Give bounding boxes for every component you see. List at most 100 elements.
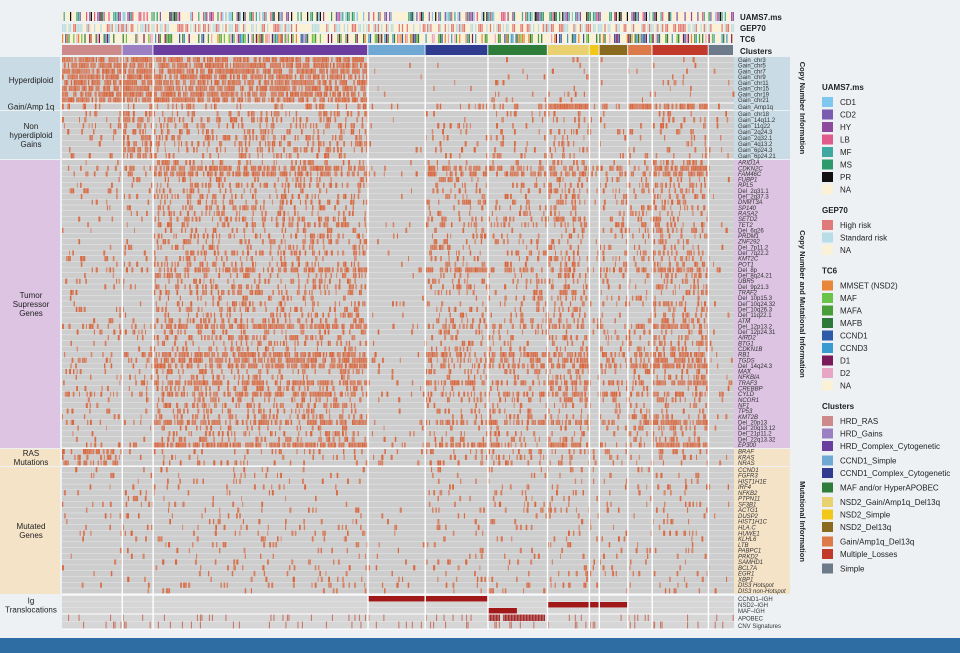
heat-event: [538, 103, 541, 110]
heat-event: [345, 123, 347, 129]
heat-event: [526, 199, 528, 205]
heat-event: [183, 216, 186, 222]
heat-event: [676, 193, 678, 200]
heat-event: [299, 57, 302, 63]
heat-event: [216, 68, 219, 74]
heat-event: [115, 57, 117, 63]
heat-event: [88, 91, 90, 97]
heat-event: [145, 256, 148, 262]
heat-event: [560, 222, 563, 228]
heat-event: [510, 165, 512, 171]
heat-event: [144, 97, 147, 103]
heat-event: [668, 233, 671, 239]
track-tick: [665, 24, 667, 32]
heat-event: [165, 256, 168, 262]
heat-event: [271, 141, 274, 147]
track-tick: [430, 24, 432, 32]
heat-event: [587, 123, 590, 129]
heat-event: [285, 227, 287, 234]
heat-event: [209, 153, 212, 159]
heat-event: [317, 91, 319, 97]
heat-event: [551, 171, 553, 177]
heat-event: [329, 85, 333, 92]
heat-event: [636, 68, 638, 74]
heat-row: [62, 62, 734, 69]
heat-event: [435, 227, 437, 234]
heat-event: [224, 216, 226, 222]
heat-event: [132, 176, 135, 183]
heat-event: [227, 165, 229, 171]
heat-event: [265, 141, 267, 147]
heat-event: [185, 141, 188, 147]
heat-event: [645, 182, 647, 188]
heat-event: [154, 85, 157, 92]
heat-event: [644, 250, 647, 256]
heat-event: [531, 111, 533, 117]
heat-event: [537, 239, 539, 245]
track-tick: [345, 34, 347, 43]
heat-event: [628, 160, 630, 166]
heat-event: [700, 171, 703, 177]
track-tick: [158, 34, 160, 43]
heat-event: [129, 62, 131, 69]
heat-event: [469, 171, 472, 177]
heat-event: [706, 216, 709, 222]
heat-event: [71, 62, 74, 69]
heat-event: [204, 289, 206, 296]
heat-event: [120, 80, 123, 86]
heat-event: [216, 85, 219, 92]
heat-event: [681, 278, 684, 284]
heat-event: [273, 141, 276, 147]
heat-event: [157, 205, 160, 211]
track-tick: [678, 24, 680, 32]
heat-event: [563, 141, 565, 147]
heat-event: [692, 129, 694, 135]
track-tick: [259, 34, 261, 43]
heat-event: [161, 62, 164, 69]
heat-event: [141, 117, 143, 123]
track-tick: [379, 34, 381, 43]
heat-event: [699, 103, 701, 110]
heat-event: [290, 278, 293, 284]
heat-event: [190, 85, 192, 92]
heat-event: [318, 278, 321, 284]
heat-event: [189, 74, 192, 80]
heat-event: [141, 80, 144, 86]
heat-event: [685, 256, 688, 262]
heat-event: [168, 210, 171, 217]
heat-event: [506, 57, 508, 63]
heat-event: [284, 239, 286, 245]
heat-event: [513, 129, 516, 135]
heat-event: [62, 74, 64, 80]
heat-event: [122, 284, 124, 290]
heat-event: [364, 91, 366, 97]
track-tick: [300, 12, 302, 21]
heat-event: [232, 97, 235, 103]
heat-event: [294, 171, 297, 177]
heat-event: [322, 141, 325, 147]
heat-event: [676, 171, 678, 177]
heat-event: [287, 141, 289, 147]
track-tick: [356, 34, 358, 43]
heat-event: [305, 193, 307, 200]
track-tick: [127, 12, 129, 21]
heat-event: [480, 239, 483, 245]
heat-event: [235, 261, 237, 267]
heat-event: [659, 216, 662, 222]
track-tick: [483, 12, 485, 21]
heat-event: [323, 97, 325, 103]
heat-event: [591, 171, 593, 177]
heat-event: [305, 205, 307, 211]
heat-event: [589, 129, 592, 135]
heat-event: [208, 97, 211, 103]
heat-event: [67, 103, 69, 110]
heat-event: [112, 272, 114, 279]
heat-event: [240, 289, 242, 296]
heat-event: [148, 135, 151, 141]
heat-event: [252, 91, 254, 97]
heat-event: [288, 68, 291, 74]
heat-event: [178, 85, 181, 92]
heat-event: [300, 97, 302, 103]
track-tick: [539, 12, 541, 21]
heat-event: [508, 222, 510, 228]
